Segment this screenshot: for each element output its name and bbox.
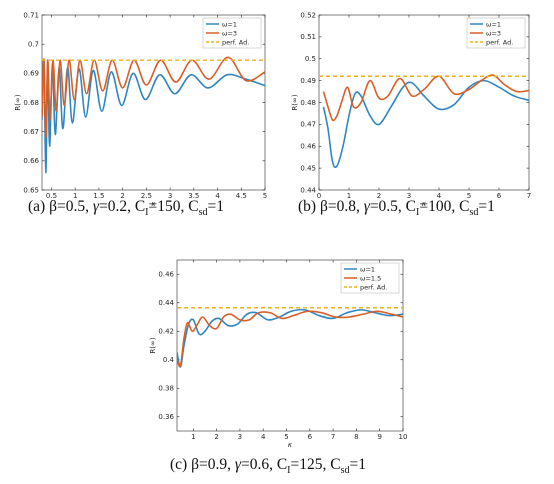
legend-label: perf. Ad. [222,38,249,46]
legend-label: ω=3 [486,29,501,37]
x-tick-label: 4 [437,192,442,200]
y-tick-label: 0.5 [305,55,316,63]
y-tick-label: 0.7 [28,40,39,48]
x-tick-label: 6 [497,192,502,200]
chart-b: 0 1 2 3 4 5 6 7 0.44 0.45 0.46 0.47 0.48 0.49 0.5 0.51 0… [291,11,531,208]
x-tick-label: 3.5 [188,192,199,200]
x-tick-label: 3 [407,192,411,200]
y-axis-label: R(∞) [291,94,299,110]
x-tick-label: 0.5 [46,192,57,200]
y-tick-label: 0.71 [23,11,39,19]
x-tick-label: 1 [347,192,351,200]
y-tick-label: 0.36 [158,413,174,421]
y-tick-label: 0.46 [300,143,316,151]
x-tick-label: 3 [238,433,242,441]
y-tick-label: 0.49 [300,77,316,85]
y-tick-label: 0.4 [163,356,175,364]
y-tick-label: 0.65 [23,186,39,194]
x-tick-label: 4 [261,433,266,441]
x-tick-label: 1 [73,192,77,200]
y-tick-label: 0.45 [300,164,316,172]
x-tick-label: 1.5 [93,192,104,200]
legend-label: ω=1 [360,265,375,273]
x-tick-label: 10 [399,433,408,441]
legend-label: ω=3 [222,29,237,37]
legend-label: ω=1.5 [360,274,381,282]
legend-label: perf. Ad. [486,38,513,46]
caption-b: (b) β=0.8, γ=0.5, CI=100, Csd=1 [298,198,495,219]
x-tick-label: 9 [377,433,381,441]
series-line-2 [42,56,265,139]
y-tick-label: 0.52 [300,11,316,19]
x-tick-label: 2 [377,192,381,200]
x-tick-label: 4.5 [236,192,247,200]
x-tick-label: 2.5 [141,192,152,200]
x-tick-label: 2 [120,192,124,200]
legend-label: ω=1 [222,20,237,28]
y-tick-label: 0.38 [158,385,174,393]
y-tick-label: 0.47 [300,121,316,129]
series-line-1 [177,308,403,368]
x-tick-label: 7 [331,433,335,441]
chart-c: 1 2 3 4 5 6 7 8 9 10 0.36 0.38 0.4 0.42 0.44 0.46 κ R(∞) ω… [149,259,408,449]
chart-a: 0.5 1 1.5 2 2.5 3 3.5 4 4.5 5 0.65 0.66 0.67 0.68 0.69… [14,11,267,208]
y-tick-label: 0.51 [300,33,316,41]
y-tick-label: 0.67 [23,128,39,136]
y-axis-label: R(∞) [14,94,22,110]
y-axis-label: R(∞) [149,337,157,353]
x-tick-label: 5 [284,433,288,441]
caption-a: (a) β=0.5, γ=0.2, CI=150, Csd=1 [28,198,225,219]
legend-label: perf. Ad. [360,283,387,291]
x-tick-label: 1 [191,433,195,441]
y-tick-label: 0.46 [158,271,174,279]
legend-label: ω=1 [486,20,501,28]
x-tick-label: 4 [215,192,220,200]
x-tick-label: 5 [467,192,471,200]
series-line-1 [42,58,265,174]
x-axis-label: κ [151,200,156,208]
y-tick-label: 0.69 [23,70,39,78]
y-tick-label: 0.44 [158,299,174,307]
x-tick-label: 3 [168,192,172,200]
x-tick-label: 2 [214,433,218,441]
x-tick-label: 5 [263,192,267,200]
y-tick-label: 0.68 [23,99,39,107]
x-axis-label: κ [288,441,293,449]
y-tick-label: 0.66 [23,157,39,165]
x-tick-label: 8 [354,433,358,441]
x-tick-label: 6 [308,433,313,441]
x-tick-label: 0 [317,192,321,200]
x-tick-label: 7 [527,192,531,200]
y-tick-label: 0.44 [300,186,316,194]
caption-c: (c) β=0.9, γ=0.6, CI=125, Csd=1 [170,456,367,477]
series-line-2 [177,310,403,368]
y-tick-label: 0.42 [158,328,174,336]
x-axis-label: κ [422,200,427,208]
y-tick-label: 0.48 [300,99,316,107]
